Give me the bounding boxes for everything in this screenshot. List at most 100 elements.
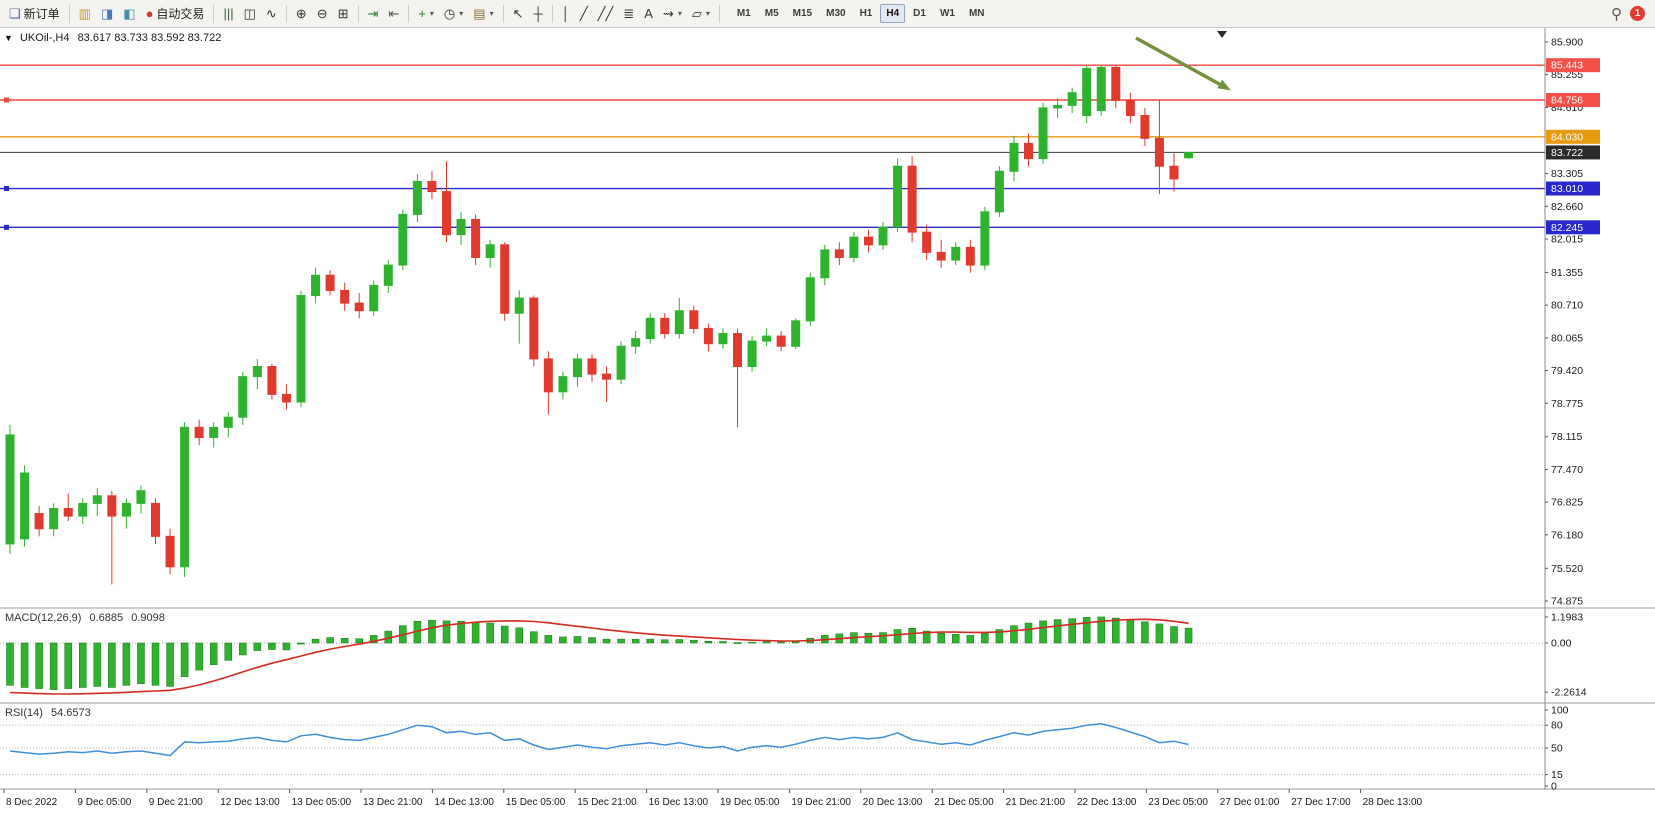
channel-button[interactable]: ╱╱ <box>593 3 619 25</box>
price-badge <box>1546 145 1600 160</box>
timeframe-button-h4[interactable]: H4 <box>880 4 906 23</box>
auto-scroll-button[interactable]: ⇥ <box>363 3 384 25</box>
support-line-83010-handle[interactable] <box>4 186 9 192</box>
data-window-button[interactable]: ◨ <box>96 3 118 25</box>
candle-body <box>34 513 44 530</box>
candlestick-series <box>5 64 1194 585</box>
price-axis-label: 76.825 <box>1551 497 1583 509</box>
price-badge-label: 82.245 <box>1551 222 1583 234</box>
rsi-axis-label: 15 <box>1551 769 1563 781</box>
candlestick-chart-button[interactable]: ◫ <box>239 3 261 25</box>
zoom-out-icon: ⊖ <box>316 6 328 21</box>
candle-body <box>20 472 30 540</box>
vertical-line-button[interactable]: │ <box>557 3 575 25</box>
new-order-icon: ❏ <box>9 6 21 21</box>
arrow-head[interactable] <box>1217 79 1231 91</box>
cursor-button[interactable]: ↖ <box>508 3 529 25</box>
toolbar-separator <box>408 4 410 23</box>
macd-bar <box>35 642 43 689</box>
macd-bar <box>355 638 363 644</box>
zoom-out-button[interactable]: ⊖ <box>312 3 333 25</box>
notification-badge[interactable]: 1 <box>1630 6 1645 21</box>
candle-body <box>209 426 219 438</box>
rsi-panel <box>0 722 1545 776</box>
indicators-icon: + <box>418 6 426 21</box>
rsi-line <box>9 722 1189 757</box>
timeframe-button-mn[interactable]: MN <box>968 8 985 19</box>
zoom-in-button[interactable]: ⊕ <box>291 3 312 25</box>
price-axis-label: 74.875 <box>1551 596 1583 608</box>
macd-bar <box>762 641 771 644</box>
tile-windows-button[interactable]: ⊞ <box>333 3 354 25</box>
macd-bar <box>1141 621 1149 644</box>
macd-bar <box>690 639 698 644</box>
price-axis-label: 76.180 <box>1551 529 1583 541</box>
text-button[interactable]: A <box>639 3 658 25</box>
line-chart-button[interactable]: ∿ <box>261 3 282 25</box>
timeframe-button-m5[interactable]: M5 <box>764 8 779 19</box>
rsi-axis-label: 50 <box>1551 743 1563 755</box>
macd-bar <box>122 642 131 686</box>
candle-body <box>747 340 757 367</box>
search-icon[interactable]: ⚲ <box>1611 5 1622 23</box>
market-watch-button[interactable]: ▥ <box>74 3 96 25</box>
timeframe-button-h1[interactable]: H1 <box>859 8 873 19</box>
rsi-axis-label: 100 <box>1551 705 1569 717</box>
macd-bar <box>370 635 378 644</box>
timeframe-button-w1[interactable]: W1 <box>939 8 955 19</box>
resistance-line-84756-handle[interactable] <box>4 97 9 103</box>
arrows-button[interactable]: ⇝ ▾ <box>658 3 687 25</box>
candle-body <box>733 333 742 367</box>
trend-arrow-object[interactable] <box>1135 36 1231 91</box>
candle-body <box>325 274 335 291</box>
time-axis-label: 23 Dec 05:00 <box>1148 797 1208 808</box>
bar-chart-button[interactable]: ||| <box>218 3 238 25</box>
candle-body <box>922 231 932 253</box>
chart-canvas[interactable]: 85.90085.25584.61083.30582.66082.01581.3… <box>0 28 1655 829</box>
shapes-button[interactable]: ▱ ▾ <box>687 3 715 25</box>
arrow-shaft[interactable] <box>1135 36 1222 87</box>
macd-bar <box>268 642 276 650</box>
shapes-icon: ▱ <box>691 6 702 21</box>
candle-body <box>296 295 306 403</box>
navigator-button[interactable]: ◧ <box>118 3 140 25</box>
templates-button[interactable]: ▤ ▾ <box>468 3 498 25</box>
support-line-82245-handle[interactable] <box>4 224 9 230</box>
trendline-button[interactable]: ╱ <box>575 3 593 25</box>
macd-bar <box>297 642 305 645</box>
periods-button[interactable]: ◷ ▾ <box>439 3 468 25</box>
price-axis[interactable]: 85.90085.25584.61083.30582.66082.01581.3… <box>1545 37 1600 608</box>
chart-shift-marker[interactable] <box>1217 31 1227 38</box>
candle-body <box>660 317 670 335</box>
indicators-button[interactable]: + ▾ <box>413 3 439 25</box>
time-axis-label: 15 Dec 05:00 <box>506 797 566 808</box>
rsi-name: RSI(14) <box>5 707 43 719</box>
autotrading-button[interactable]: ● 自动交易 <box>141 3 210 25</box>
price-axis-label: 85.900 <box>1551 37 1583 49</box>
chart-shift-button[interactable]: ⇤ <box>383 3 404 25</box>
candle-body <box>238 376 248 418</box>
toolbar-group: ⇥ ⇤ <box>363 0 405 27</box>
timeframe-button-d1[interactable]: D1 <box>913 8 926 19</box>
timeframe-button-m1[interactable]: M1 <box>736 8 751 19</box>
fibonacci-button[interactable]: ≣ <box>618 3 639 25</box>
candle-body <box>965 246 975 266</box>
price-axis-label: 82.015 <box>1551 233 1583 245</box>
time-axis[interactable]: 8 Dec 2022 9 Dec 05:00 9 Dec 21:00 12 Dec 1… <box>3 789 1423 808</box>
candle-body <box>267 365 277 395</box>
chevron-down-icon: ▾ <box>677 9 682 18</box>
crosshair-button[interactable]: ┼ <box>529 3 548 25</box>
time-axis-label: 21 Dec 05:00 <box>934 797 994 808</box>
new-order-button[interactable]: ❏ 新订单 <box>4 3 65 25</box>
macd-bar <box>6 642 14 686</box>
timeframe-button-m30[interactable]: M30 <box>826 8 846 19</box>
macd-bar <box>646 638 654 644</box>
candle-body <box>1154 137 1164 167</box>
macd-axis-label: 0.00 <box>1551 638 1572 650</box>
time-axis-label: 22 Dec 13:00 <box>1077 797 1137 808</box>
toolbar-group: ↖ ┼ <box>508 0 548 27</box>
timeframe-button-m15[interactable]: M15 <box>792 8 813 19</box>
macd-bar <box>209 642 218 665</box>
one-click-trading-arrow[interactable]: ▼ <box>4 33 13 43</box>
chart-area[interactable]: 85.900 85.255 84.610 83.305 82.660 82.015 81.3… <box>0 28 1655 829</box>
